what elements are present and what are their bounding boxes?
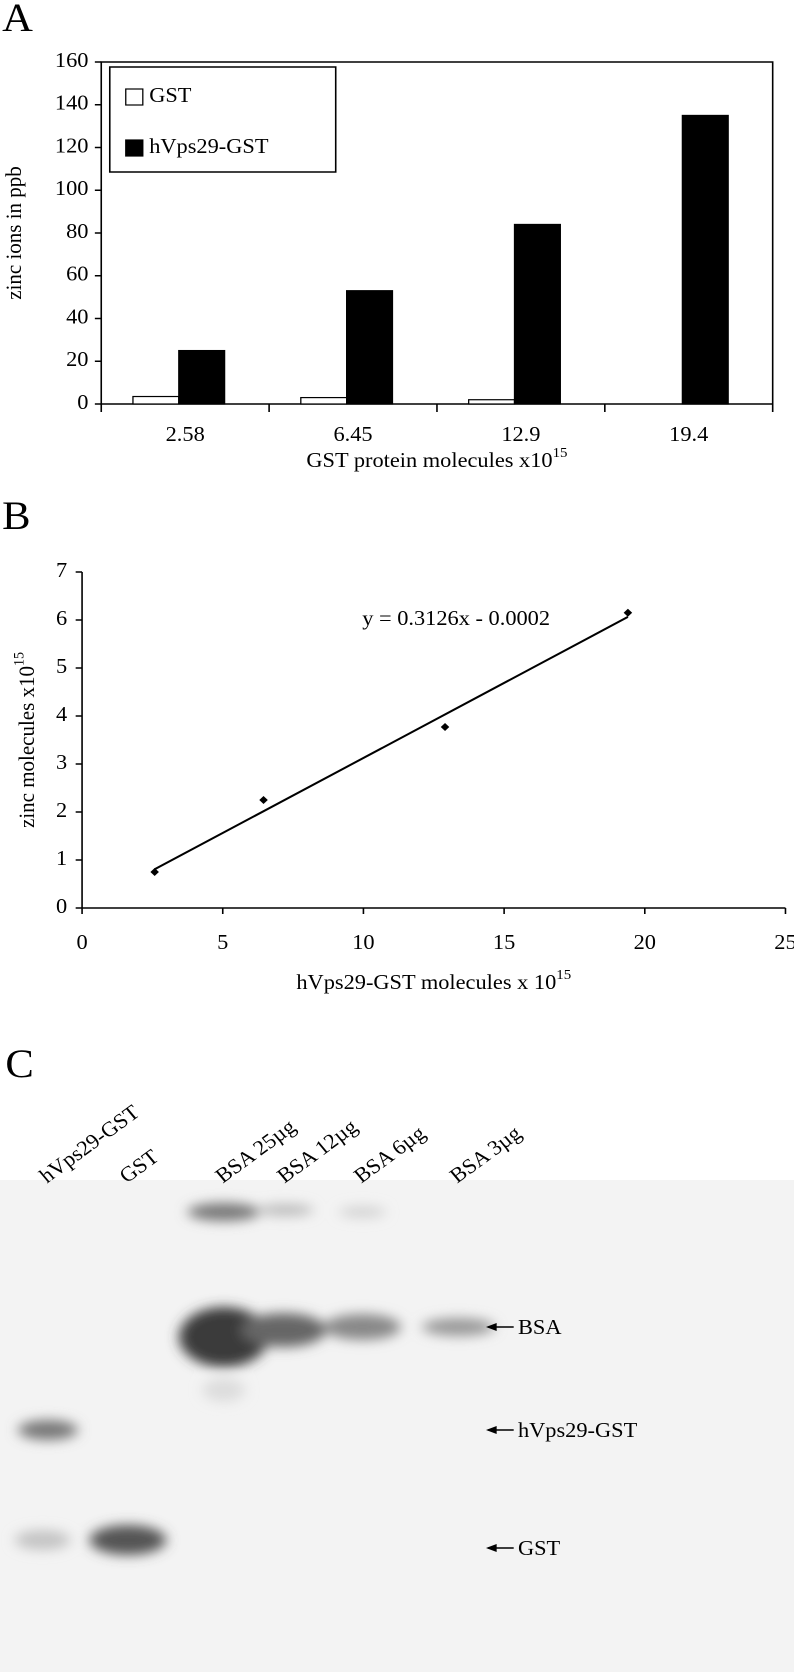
axis-title-sup: 15: [553, 446, 568, 461]
y-tick-label: 2: [56, 798, 67, 821]
panel-label: B: [2, 493, 30, 538]
x-tick-label: 20: [634, 930, 657, 953]
y-tick-label: 0: [56, 894, 67, 917]
y-tick-label: 40: [66, 305, 89, 328]
band-blob: [18, 1420, 78, 1440]
y-tick-label: 160: [55, 48, 89, 71]
trendline-label: y = 0.3126x - 0.0002: [362, 606, 550, 629]
y-tick-label: 4: [56, 702, 67, 725]
x-tick-label: 2.58: [166, 422, 205, 445]
x-tick-label: 0: [76, 930, 87, 953]
point: [623, 608, 633, 617]
gel-background: [0, 1180, 794, 1672]
point: [440, 723, 450, 732]
legend-label: hVps29-GST: [149, 134, 268, 157]
y-tick-label: 7: [56, 558, 67, 581]
legend-box: [108, 66, 337, 173]
y-tick-label: 3: [56, 750, 67, 773]
axis-title: zinc molecules x1015: [11, 652, 39, 828]
panel-label: C: [5, 1041, 33, 1086]
bar: [346, 290, 394, 405]
bar: [300, 396, 348, 405]
x-tick-label: 10: [352, 930, 375, 953]
axis-title-text: hVps29-GST molecules x 10: [296, 970, 556, 993]
band-blob: [202, 1378, 246, 1402]
band-label: hVps29-GST: [518, 1418, 637, 1441]
x-tick-label: 6.45: [333, 422, 372, 445]
arrow-head: [485, 1544, 497, 1552]
point: [150, 868, 159, 876]
bar: [681, 114, 729, 405]
lane-label: BSA 3µg: [445, 1121, 526, 1187]
band-blob: [14, 1530, 71, 1550]
bar: [468, 399, 516, 405]
band-label: BSA: [518, 1315, 562, 1338]
axis-title: hVps29-GST molecules x 1015: [296, 968, 571, 994]
arrow-head: [485, 1323, 497, 1331]
x-tick-label: 5: [217, 930, 228, 953]
band-label: GST: [518, 1536, 560, 1559]
legend-label: GST: [149, 83, 191, 106]
y-tick-label: 6: [56, 606, 67, 629]
y-tick-label: 0: [77, 390, 88, 413]
axis-title-text: GST protein molecules x10: [306, 448, 552, 471]
legend-swatch: [125, 139, 144, 157]
y-tick-label: 5: [56, 654, 67, 677]
point: [259, 796, 268, 804]
x-tick-label: 19.4: [669, 422, 708, 445]
y-tick-label: 1: [56, 846, 67, 869]
axis-title-sup: 15: [556, 968, 571, 983]
x-tick-label: 25: [774, 930, 794, 953]
x-tick-label: 15: [493, 930, 515, 953]
bar: [513, 223, 561, 405]
y-axis-title: zinc ions in ppb: [2, 166, 27, 300]
axis-title: GST protein molecules x1015: [306, 446, 567, 472]
lane-label: BSA 6µg: [349, 1121, 430, 1187]
y-tick-label: 100: [55, 177, 89, 200]
y-tick-label: 120: [55, 134, 89, 157]
bar: [178, 349, 226, 405]
trendline: [154, 616, 629, 871]
gel-image: [0, 1180, 794, 1672]
y-tick-label: 60: [66, 262, 89, 285]
y-tick-label: 80: [66, 219, 89, 242]
band-blob: [338, 1206, 386, 1218]
y-tick-label: 20: [66, 348, 89, 371]
axis-title-text: zinc molecules x10: [14, 666, 39, 828]
band-blob: [257, 1204, 314, 1216]
band-blob: [89, 1525, 167, 1555]
band-blob: [323, 1314, 401, 1340]
y-tick-label: 140: [55, 91, 89, 114]
band-blob: [422, 1318, 495, 1336]
legend-swatch: [125, 88, 144, 106]
x-tick-label: 12.9: [501, 422, 540, 445]
arrow-head: [485, 1426, 497, 1434]
bar: [132, 395, 180, 405]
axis-title-sup: 15: [11, 652, 28, 666]
band-blob: [240, 1313, 327, 1347]
band-blob: [187, 1203, 261, 1221]
panel-label: A: [2, 0, 33, 40]
